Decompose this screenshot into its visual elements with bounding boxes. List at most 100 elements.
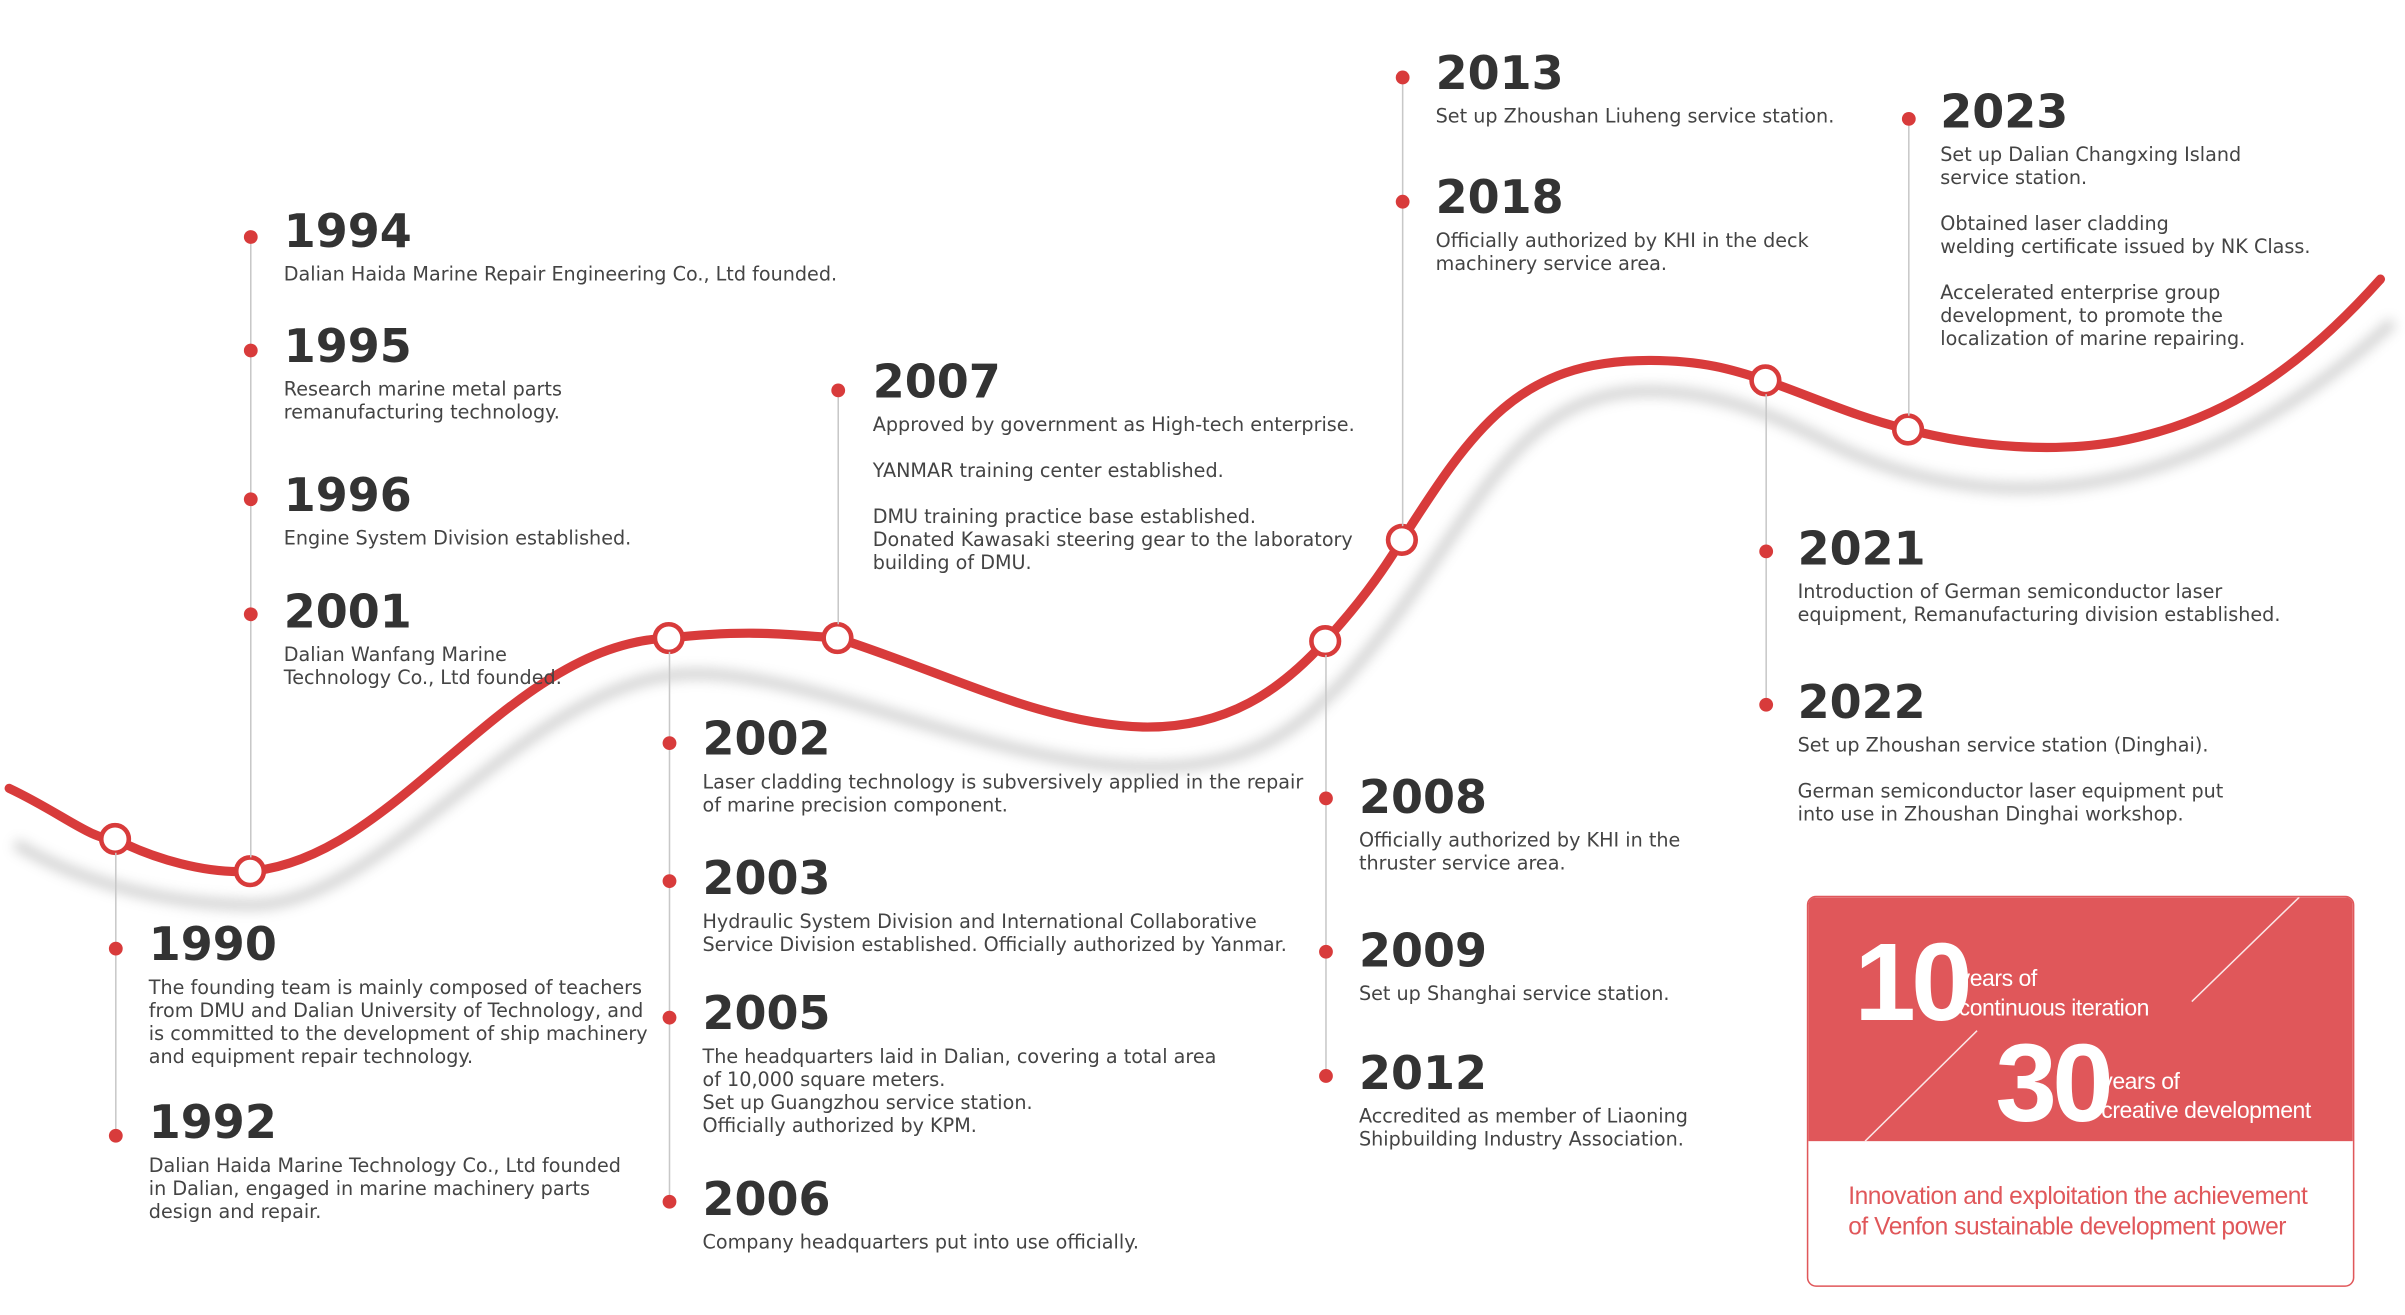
event-text: Officially authorized by KHI in the deck… <box>1435 228 1809 275</box>
event-dot <box>831 383 846 398</box>
curve-node <box>821 621 854 655</box>
event-year: 2018 <box>1435 171 1564 226</box>
event-2009: 2009 Set up Shanghai service station. <box>1358 924 1670 1005</box>
curve-node <box>98 822 132 856</box>
event-dot <box>662 874 677 889</box>
event-2003: 2003 Hydraulic System Division and Inter… <box>702 854 1287 956</box>
event-year: 2012 <box>1358 1047 1488 1102</box>
event-text: Company headquarters put into use offici… <box>702 1230 1139 1254</box>
event-text: Engine System Division established. <box>283 526 632 550</box>
curve-node <box>1385 523 1418 557</box>
event-dot <box>1395 70 1410 85</box>
event-dot <box>1759 544 1774 559</box>
event-1992: 1992 Dalian Haida Marine Technology Co.,… <box>148 1096 621 1223</box>
event-year: 2002 <box>702 713 831 767</box>
event-2012: 2012 Accredited as member of Liaoning Sh… <box>1358 1047 1688 1151</box>
event-text: Dalian Haida Marine Repair Engineering C… <box>283 262 838 286</box>
stem-line <box>1325 654 1327 1076</box>
highlight-label-30: years of creative development <box>2101 1069 2311 1125</box>
highlight-tagline: Innovation and exploitation the achievem… <box>1848 1184 2308 1241</box>
event-text: Dalian Haida Marine Technology Co., Ltd … <box>148 1153 621 1223</box>
curve-node <box>1309 625 1342 658</box>
curve-node <box>233 855 267 888</box>
event-text: Dalian Wanfang Marine Technology Co., Lt… <box>283 642 562 689</box>
event-year: 1990 <box>148 918 277 973</box>
curve-node <box>652 621 685 655</box>
event-year: 1996 <box>283 469 412 524</box>
event-year: 2013 <box>1435 47 1564 102</box>
highlight-label-10: years of continuous iteration <box>1958 966 2150 1022</box>
banner-diagonal-lines <box>1864 897 2300 1142</box>
stem-line <box>1401 76 1404 527</box>
event-dot <box>1395 194 1410 209</box>
highlight-card-banner <box>1808 897 2353 1142</box>
event-dot <box>243 492 258 507</box>
event-text: Introduction of German semiconductor las… <box>1797 579 2281 626</box>
event-year: 2022 <box>1797 676 1926 731</box>
event-text: Officially authorized by KHI in the thru… <box>1358 828 1681 875</box>
curve-node <box>1749 364 1782 397</box>
stem-line <box>1908 118 1910 416</box>
event-2013: 2013 Set up Zhoushan Liuheng service sta… <box>1435 47 1835 128</box>
event-text: Research marine metal parts remanufactur… <box>283 377 562 424</box>
event-year: 2009 <box>1358 924 1488 979</box>
event-dot <box>243 343 258 358</box>
event-year: 2008 <box>1358 771 1488 826</box>
stem-line <box>250 236 252 858</box>
event-year: 2001 <box>283 585 412 640</box>
curve-line <box>4 274 2386 877</box>
event-text: Set up Zhoushan Liuheng service station. <box>1435 104 1835 128</box>
event-dot <box>243 607 258 622</box>
event-text: Hydraulic System Division and Internatio… <box>702 909 1287 956</box>
stem-line <box>837 389 839 625</box>
highlight-card: 10 years of continuous iteration 30 year… <box>1806 895 2355 1287</box>
highlight-number-10: 10 <box>1854 921 1972 1045</box>
event-dot <box>662 736 677 751</box>
event-text: Accredited as member of Liaoning Shipbui… <box>1358 1104 1688 1151</box>
event-dot <box>108 1128 123 1143</box>
event-2007: 2007 Approved by government as High-tech… <box>872 355 1355 574</box>
event-dot <box>1901 111 1916 126</box>
event-year: 2021 <box>1797 523 1926 577</box>
event-dot <box>1319 944 1333 959</box>
highlight-number-30: 30 <box>1995 1023 2113 1146</box>
event-2008: 2008 Officially authorized by KHI in the… <box>1358 771 1681 875</box>
event-2001: 2001 Dalian Wanfang Marine Technology Co… <box>283 585 562 689</box>
event-text: Set up Zhoushan service station (Dinghai… <box>1797 733 2224 826</box>
event-2018: 2018 Officially authorized by KHI in the… <box>1435 171 1809 275</box>
event-dot <box>108 941 123 956</box>
event-dot <box>1759 697 1774 712</box>
event-dot <box>1319 1069 1333 1083</box>
curve-shadow <box>12 318 2397 911</box>
event-year: 2007 <box>872 355 1001 410</box>
stem-line <box>668 651 671 1201</box>
event-2023: 2023 Set up Dalian Changxing Island serv… <box>1940 85 2310 350</box>
stem-line <box>115 852 117 1136</box>
event-dot <box>1319 791 1333 806</box>
event-1996: 1996 Engine System Division established. <box>283 469 632 550</box>
event-dot <box>243 230 258 244</box>
event-year: 1995 <box>283 320 412 375</box>
event-2005: 2005 The headquarters laid in Dalian, co… <box>702 989 1217 1137</box>
curve-node <box>1891 413 1925 446</box>
event-2022: 2022 Set up Zhoushan service station (Di… <box>1797 676 2224 826</box>
event-dot <box>662 1010 677 1025</box>
event-text: The founding team is mainly composed of … <box>148 975 648 1068</box>
event-1990: 1990 The founding team is mainly compose… <box>148 918 648 1068</box>
event-year: 1994 <box>283 205 412 260</box>
event-text: The headquarters laid in Dalian, coverin… <box>702 1044 1217 1137</box>
event-2002: 2002 Laser cladding technology is subver… <box>702 713 1304 816</box>
event-text: Set up Shanghai service station. <box>1358 981 1670 1005</box>
event-2006: 2006 Company headquarters put into use o… <box>702 1173 1139 1254</box>
curve-nodes <box>98 364 1925 888</box>
event-1994: 1994 Dalian Haida Marine Repair Engineer… <box>283 205 838 286</box>
event-year: 2023 <box>1940 85 2069 140</box>
event-year: 1992 <box>148 1096 277 1151</box>
event-2021: 2021 Introduction of German semiconducto… <box>1797 523 2281 626</box>
event-text: Laser cladding technology is subversivel… <box>702 769 1304 816</box>
event-text: Approved by government as High-tech ente… <box>872 412 1355 574</box>
event-year: 2006 <box>702 1173 831 1228</box>
event-dot <box>662 1194 677 1209</box>
event-1995: 1995 Research marine metal parts remanuf… <box>283 320 562 424</box>
